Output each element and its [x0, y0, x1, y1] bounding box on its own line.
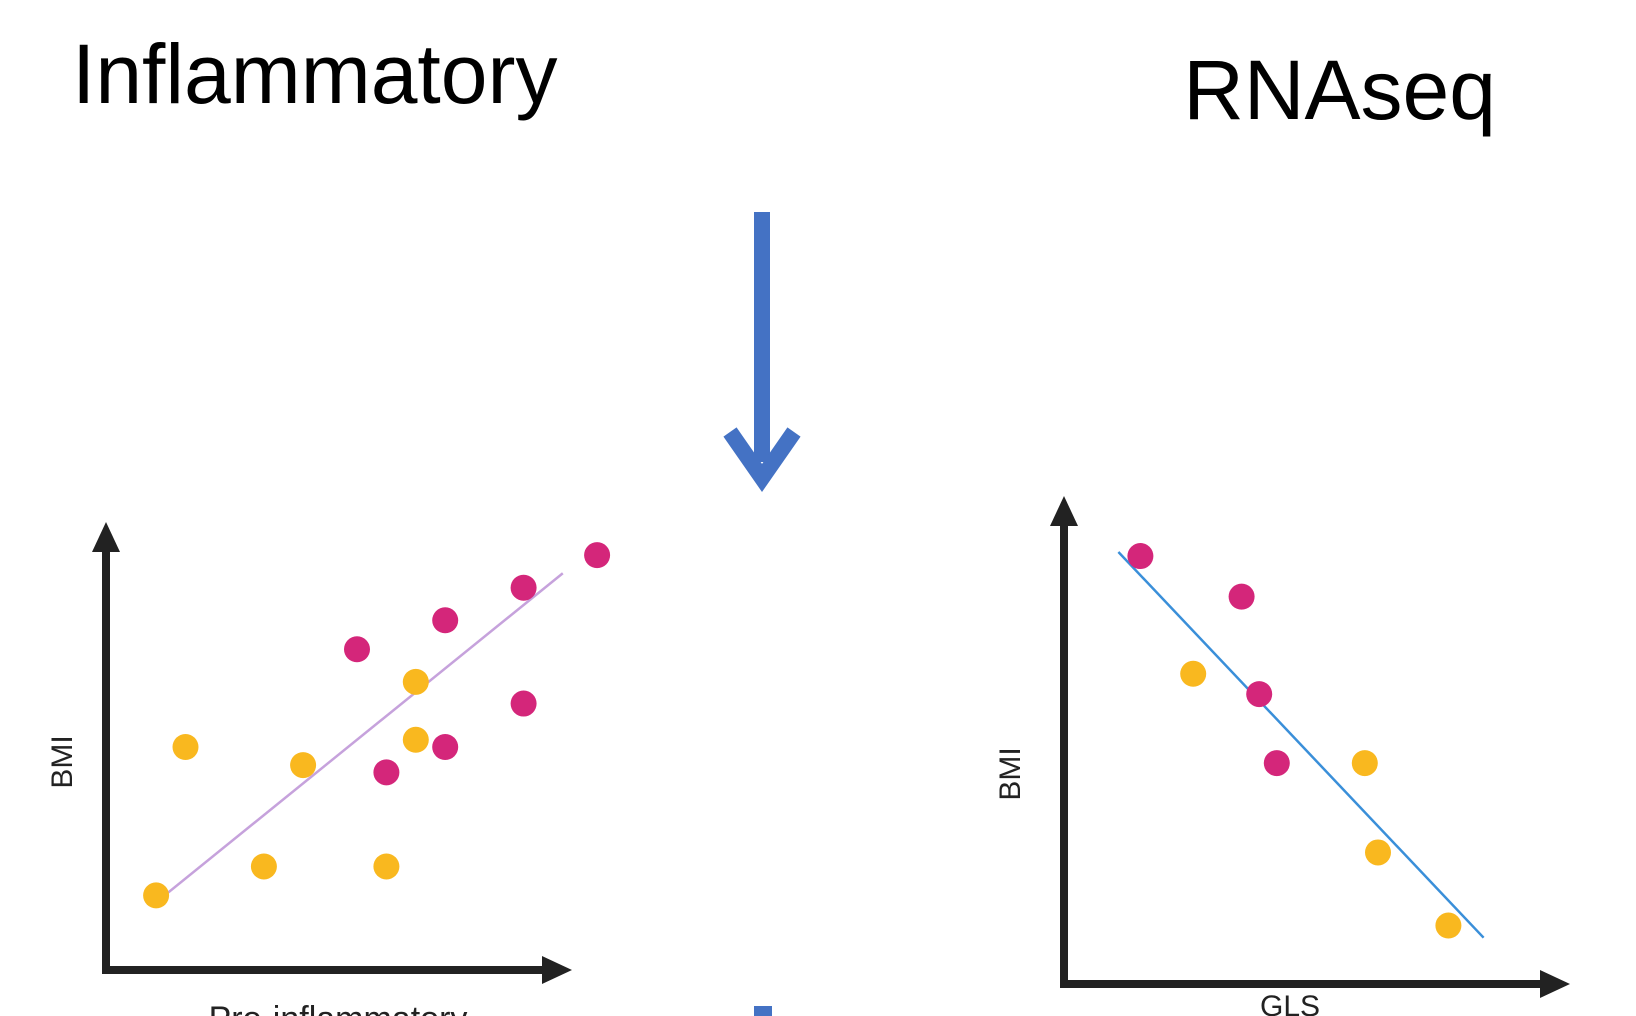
- data-point-gold: [373, 853, 400, 880]
- data-point-gold: [172, 734, 199, 760]
- data-point-magenta: [344, 636, 370, 663]
- y-axis-label: BMI: [46, 735, 79, 788]
- data-point-gold: [250, 853, 277, 880]
- y-axis-arrowhead: [1050, 496, 1078, 526]
- data-points: [143, 542, 611, 909]
- data-point-gold: [1351, 750, 1378, 777]
- data-point-gold: [1435, 912, 1462, 939]
- data-point-gold: [1365, 839, 1391, 866]
- data-point-gold: [290, 752, 317, 779]
- data-point-magenta: [432, 734, 459, 760]
- flow-connector: [754, 1006, 772, 1016]
- data-point-magenta: [510, 574, 537, 601]
- x-axis-arrowhead: [1540, 970, 1570, 998]
- scatter-chart-pro-inflammatory: BMI Pro-inflammatory: [46, 522, 611, 1016]
- y-axis-label: BMI: [994, 747, 1027, 800]
- data-point-magenta: [510, 690, 537, 717]
- data-point-gold: [1180, 660, 1207, 687]
- x-axis-label: GLS: [1260, 990, 1320, 1016]
- data-point-magenta: [1127, 543, 1154, 570]
- data-point-gold: [402, 668, 429, 695]
- trend-line: [1117, 551, 1485, 939]
- data-point-magenta: [1228, 583, 1255, 610]
- data-point-magenta: [432, 607, 459, 634]
- data-point-magenta: [1263, 750, 1290, 777]
- data-point-magenta: [373, 759, 400, 786]
- title-inflammatory: Inflammatory: [72, 27, 558, 121]
- x-axis-arrowhead: [542, 956, 572, 984]
- title-rnaseq: RNAseq: [1183, 43, 1496, 137]
- scatter-chart-gls: BMI GLS: [994, 496, 1570, 1016]
- x-axis-label: Pro-inflammatory: [209, 1000, 468, 1016]
- y-axis-arrowhead: [92, 522, 120, 552]
- data-points: [1127, 543, 1462, 939]
- trend-line: [150, 572, 564, 908]
- data-point-magenta: [584, 542, 611, 569]
- data-point-gold: [143, 882, 170, 909]
- data-point-magenta: [1246, 681, 1273, 708]
- flow-arrow-down: [723, 212, 801, 493]
- data-point-gold: [402, 726, 429, 753]
